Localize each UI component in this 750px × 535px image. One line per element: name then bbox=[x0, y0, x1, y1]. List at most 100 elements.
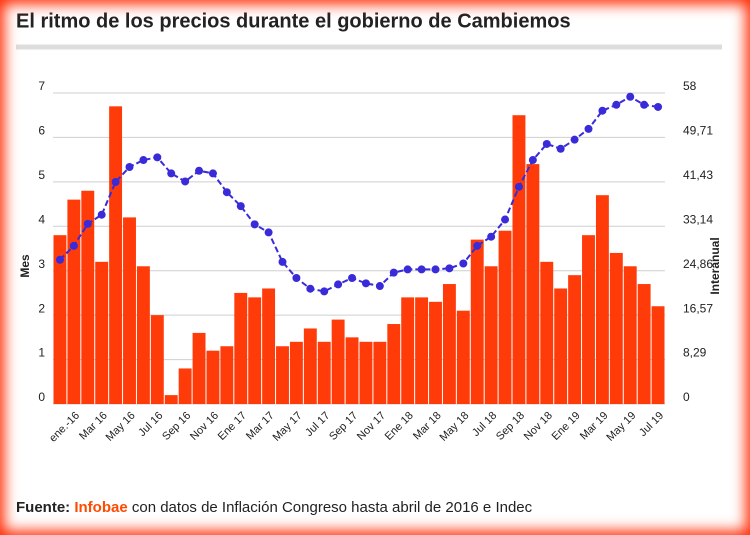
line-point bbox=[292, 273, 301, 282]
line-point bbox=[375, 282, 384, 291]
y-tick-label: 7 bbox=[38, 79, 45, 93]
bar bbox=[262, 288, 276, 404]
y2-tick-label: 0 bbox=[683, 390, 690, 404]
chart-title: El ritmo de los precios durante el gobie… bbox=[16, 10, 571, 32]
line-point bbox=[97, 210, 106, 219]
bar bbox=[192, 332, 206, 404]
bar bbox=[498, 230, 512, 404]
bar bbox=[442, 284, 456, 404]
bar bbox=[415, 297, 429, 404]
y2-axis-label: Interanual bbox=[708, 237, 722, 294]
bar bbox=[150, 315, 164, 404]
bar bbox=[401, 297, 415, 404]
bar bbox=[387, 324, 401, 404]
y2-tick-label: 33,14 bbox=[683, 212, 713, 226]
bar bbox=[595, 195, 609, 404]
line-point bbox=[83, 219, 92, 228]
y-tick-label: 1 bbox=[38, 346, 45, 360]
x-tick-label: May 18 bbox=[437, 410, 471, 444]
y-axis-label: Mes bbox=[18, 254, 32, 278]
x-tick-label: Nov 18 bbox=[522, 410, 555, 443]
bar bbox=[470, 239, 484, 404]
x-tick-label: ene.-16 bbox=[47, 410, 82, 445]
line-point bbox=[111, 178, 120, 187]
bar bbox=[95, 261, 109, 404]
bar bbox=[248, 297, 262, 404]
line-point bbox=[236, 202, 245, 211]
bar bbox=[178, 368, 192, 404]
line-point bbox=[320, 287, 329, 296]
line-point bbox=[473, 241, 482, 250]
line-point bbox=[139, 156, 148, 165]
line-point bbox=[167, 169, 176, 178]
bar bbox=[345, 337, 359, 404]
line-point bbox=[598, 106, 607, 115]
x-tick-label: May 17 bbox=[271, 410, 305, 444]
bar bbox=[303, 328, 317, 404]
y-tick-label: 5 bbox=[38, 168, 45, 182]
line-point bbox=[626, 92, 635, 101]
bar bbox=[484, 266, 498, 404]
y-tick-label: 6 bbox=[38, 124, 45, 138]
x-tick-label: Ene 19 bbox=[550, 410, 583, 443]
y2-tick-label: 8,29 bbox=[683, 346, 707, 360]
source-note: Fuente: Infobae con datos de Inflación C… bbox=[16, 499, 533, 516]
y2-tick-label: 41,43 bbox=[683, 168, 713, 182]
x-tick-label: Nov 17 bbox=[355, 410, 388, 443]
line-point bbox=[306, 284, 315, 293]
line-point bbox=[208, 169, 217, 178]
x-tick-label: May 16 bbox=[104, 410, 138, 444]
bar bbox=[234, 292, 248, 404]
x-tick-label: Sep 17 bbox=[327, 410, 360, 443]
x-tick-label: May 19 bbox=[604, 410, 638, 444]
y2-tick-label: 58 bbox=[683, 79, 697, 93]
line-point bbox=[584, 124, 593, 133]
bar bbox=[317, 341, 331, 404]
line-point bbox=[195, 166, 204, 175]
bar bbox=[81, 190, 95, 404]
line-point bbox=[431, 265, 440, 274]
line-point bbox=[55, 255, 64, 264]
x-tick-label: Nov 16 bbox=[188, 410, 221, 443]
line-point bbox=[612, 100, 621, 109]
line-point bbox=[181, 177, 190, 186]
line-point bbox=[250, 220, 259, 229]
line-point bbox=[640, 100, 649, 109]
bar bbox=[554, 288, 568, 404]
y2-tick-label: 49,71 bbox=[683, 124, 713, 138]
line-point bbox=[514, 182, 523, 191]
line-point bbox=[278, 257, 287, 266]
bar bbox=[637, 284, 651, 404]
line-point bbox=[361, 279, 370, 288]
line-point bbox=[222, 188, 231, 197]
y2-tick-label: 24,86 bbox=[683, 257, 713, 271]
bar bbox=[136, 266, 150, 404]
y-tick-label: 3 bbox=[38, 257, 45, 271]
line-point bbox=[403, 265, 412, 274]
bar bbox=[429, 301, 442, 404]
bar bbox=[220, 346, 234, 404]
line-point bbox=[334, 280, 343, 289]
bar bbox=[53, 235, 67, 404]
bar bbox=[206, 350, 220, 404]
line-point bbox=[528, 156, 537, 165]
source-text: con datos de Inflación Congreso hasta ab… bbox=[132, 499, 533, 516]
bar bbox=[609, 252, 623, 404]
bar bbox=[359, 341, 373, 404]
bar bbox=[540, 261, 554, 404]
bar bbox=[164, 395, 178, 404]
line-point bbox=[125, 162, 134, 171]
line-point bbox=[542, 139, 551, 148]
bar bbox=[373, 341, 387, 404]
x-tick-label: Sep 16 bbox=[160, 410, 193, 443]
bar bbox=[123, 217, 136, 404]
bar bbox=[109, 106, 123, 404]
bar bbox=[512, 115, 526, 404]
bar bbox=[651, 306, 665, 404]
bar bbox=[456, 310, 470, 404]
line-point bbox=[459, 259, 468, 268]
y-tick-label: 0 bbox=[38, 390, 45, 404]
line-point bbox=[556, 144, 565, 153]
